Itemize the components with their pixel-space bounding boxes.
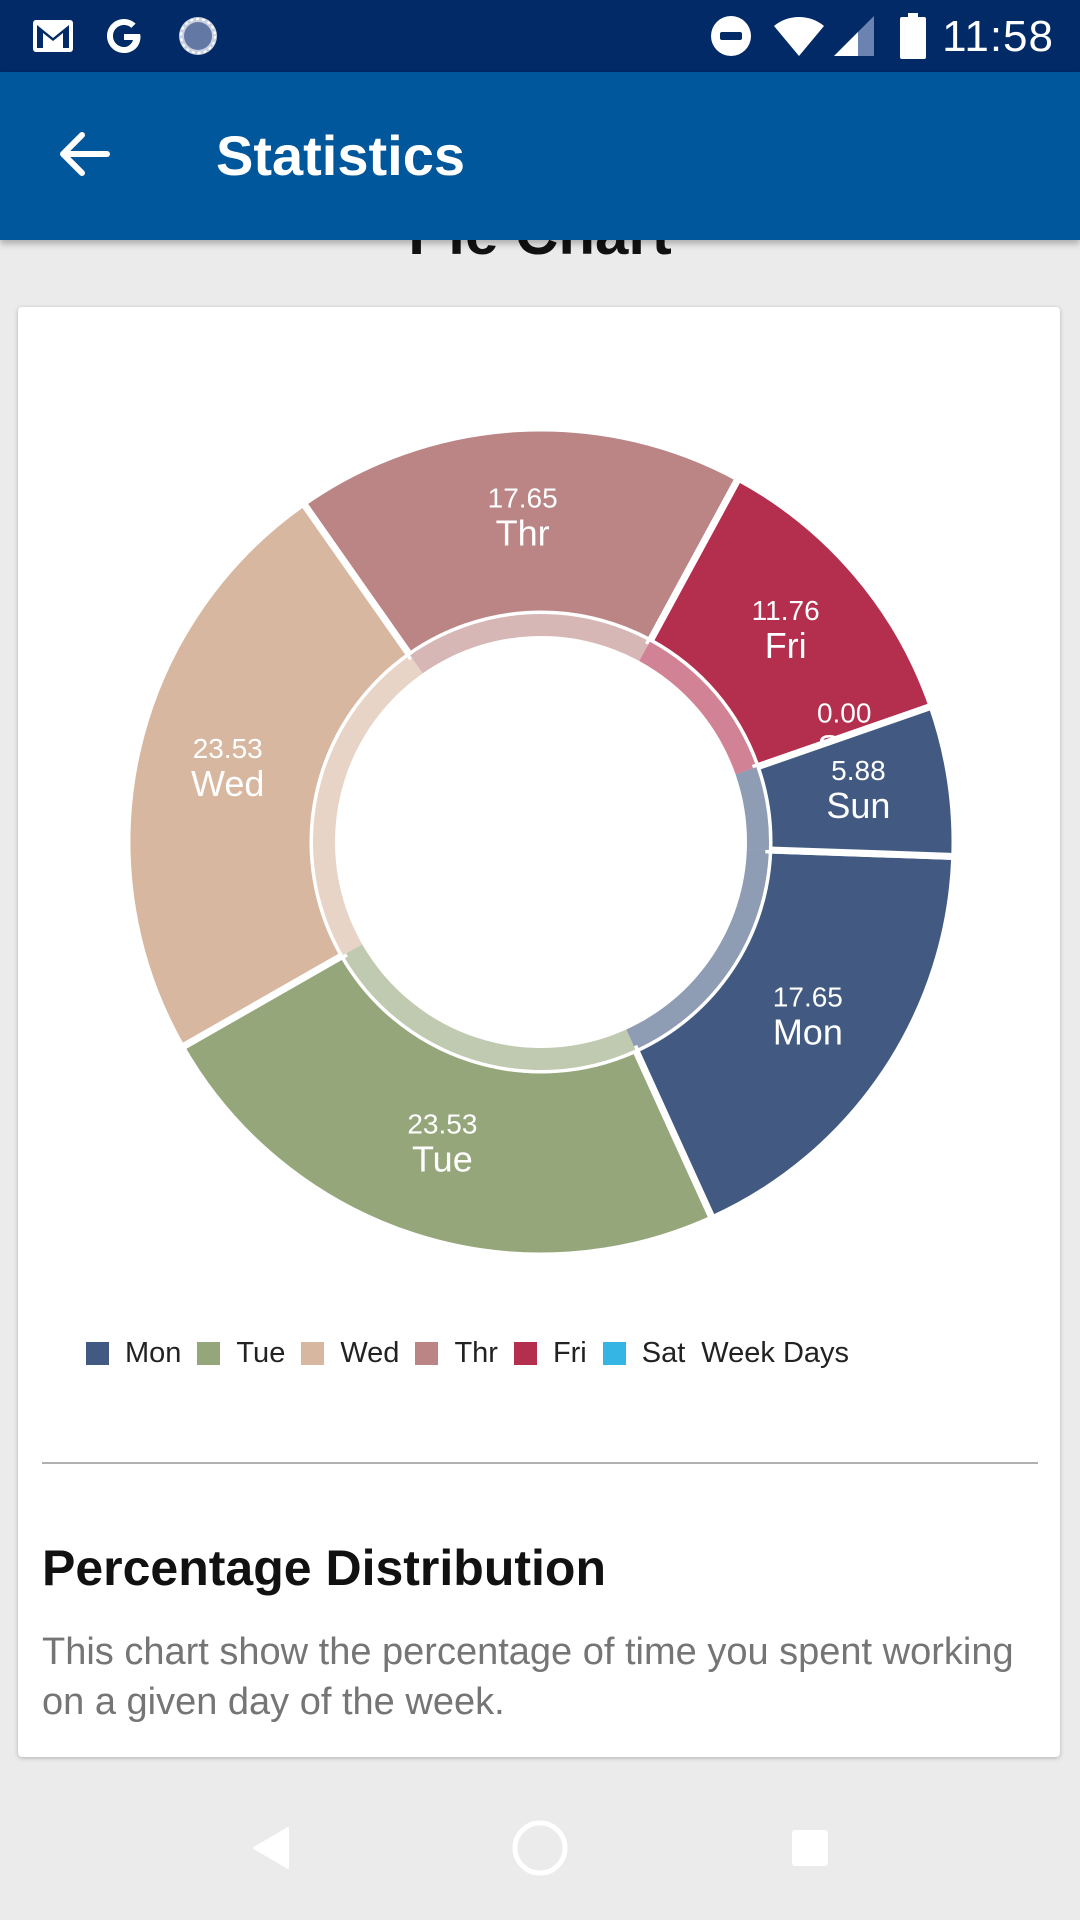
- sync-icon: [174, 14, 222, 58]
- pie-category-label-mon: Mon: [773, 1011, 843, 1052]
- home-nav-icon: [510, 1818, 570, 1883]
- pie-value-label-fri: 11.76: [752, 595, 820, 626]
- status-clock: 11:58: [942, 12, 1054, 61]
- pie-category-label-thr: Thr: [496, 513, 550, 554]
- legend-label: Sat: [641, 1337, 686, 1369]
- legend-swatch: [415, 1342, 439, 1365]
- pie-slice-inner-thr: [410, 614, 650, 674]
- pie-value-label-wed: 23.53: [193, 733, 263, 764]
- legend-label: Wed: [340, 1337, 400, 1369]
- pie-slice-inner-sun: [735, 767, 769, 850]
- pie-value-label-sun: 5.88: [831, 755, 886, 786]
- pie-category-label-sun: Sun: [826, 785, 890, 826]
- legend-label: Tue: [236, 1337, 286, 1369]
- status-bar: 11:58: [0, 0, 1080, 72]
- legend-item-wed[interactable]: Wed: [301, 1337, 399, 1370]
- app-bar: Statistics: [0, 72, 1080, 240]
- nav-back-button[interactable]: [230, 1810, 310, 1890]
- nav-home-button[interactable]: [500, 1810, 580, 1890]
- page-title: Statistics: [216, 124, 465, 187]
- pie-category-label-wed: Wed: [191, 763, 264, 804]
- chart-card: 17.65 Mon 23.53 Tue 23.53 Wed 17.65 Thr 11.76 Fri…: [18, 307, 1060, 1757]
- legend-swatch: [301, 1342, 325, 1365]
- legend-title: Week Days: [701, 1337, 850, 1369]
- wifi-icon: [772, 14, 826, 58]
- battery-icon: [896, 13, 930, 59]
- do-not-disturb-icon: [708, 14, 754, 58]
- legend-item-thr[interactable]: Thr: [415, 1337, 498, 1370]
- legend-swatch: [197, 1342, 221, 1365]
- arrow-back-icon: [58, 131, 110, 181]
- section-title: Percentage Distribution: [42, 1540, 606, 1596]
- nav-recents-button[interactable]: [770, 1810, 850, 1890]
- back-button[interactable]: [44, 116, 124, 196]
- pie-value-label-tue: 23.53: [407, 1108, 477, 1139]
- pie-category-label-fri: Fri: [765, 625, 807, 666]
- pie-value-label-thr: 17.65: [488, 483, 558, 514]
- legend-label: Fri: [552, 1337, 587, 1369]
- legend-item-mon[interactable]: Mon: [86, 1337, 181, 1370]
- section-description: This chart show the percentage of time y…: [42, 1631, 1014, 1723]
- legend-label: Thr: [454, 1337, 498, 1369]
- back-nav-icon: [248, 1824, 292, 1877]
- pie-category-label-tue: Tue: [412, 1138, 473, 1179]
- legend-item-fri[interactable]: Fri: [513, 1337, 587, 1370]
- legend-item-sat[interactable]: Sat: [602, 1337, 686, 1370]
- legend-item-tue[interactable]: Tue: [197, 1337, 285, 1370]
- divider: [42, 1462, 1038, 1464]
- pie-slice-inner-wed: [313, 655, 423, 956]
- pie-slice-inner-tue: [343, 944, 636, 1070]
- pie-slice-inner-fri: [639, 641, 757, 775]
- signal-icon: [832, 14, 876, 58]
- pie-value-label-sat: 0.00: [817, 698, 872, 729]
- legend-label: Mon: [125, 1337, 182, 1369]
- legend-swatch: [86, 1342, 109, 1365]
- chart-legend: Mon Tue Wed Thr Fri Sat Week Days: [86, 1337, 849, 1370]
- recents-nav-icon: [789, 1827, 831, 1874]
- pie-slice-inner-mon: [626, 849, 769, 1050]
- pie-value-label-mon: 17.65: [773, 981, 843, 1012]
- navigation-bar: [0, 1780, 1080, 1920]
- legend-swatch: [513, 1342, 537, 1365]
- legend-swatch: [602, 1342, 626, 1365]
- gmail-icon: [30, 14, 76, 58]
- google-icon: [100, 14, 148, 58]
- donut-chart[interactable]: 17.65Mon23.53Tue23.53Wed17.65Thr11.76Fri…: [18, 307, 1060, 1307]
